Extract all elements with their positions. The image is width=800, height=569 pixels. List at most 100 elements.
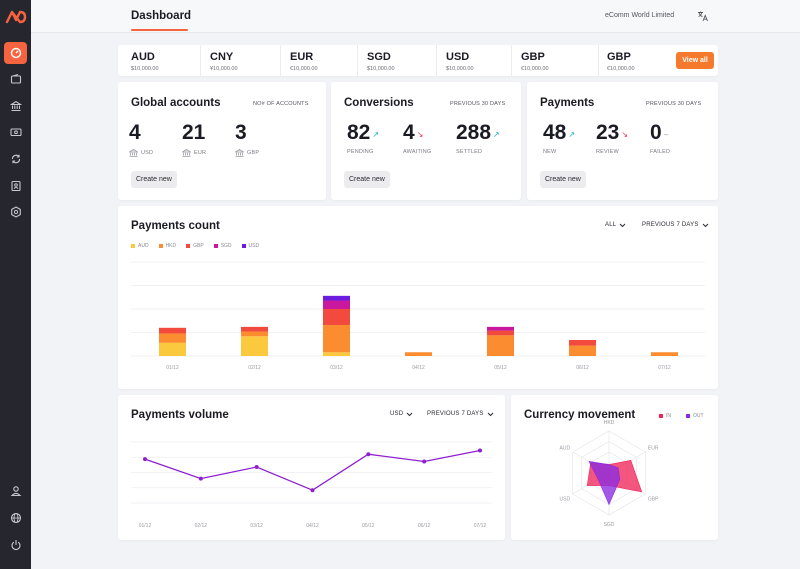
- currency-balance[interactable]: USD $10,000.00: [446, 51, 474, 72]
- currency-balance[interactable]: EUR €10,000.00: [290, 51, 318, 72]
- tab-dashboard[interactable]: Dashboard: [131, 10, 192, 22]
- bar-segment-usd[interactable]: [323, 295, 350, 301]
- type-filter-dropdown[interactable]: ALL: [605, 222, 626, 228]
- view-all-button[interactable]: View all: [676, 52, 714, 69]
- legend-item-aud: AUD: [131, 243, 149, 249]
- bar-segment-gbp[interactable]: [487, 330, 514, 336]
- bank-icon: [235, 149, 244, 157]
- sidebar-item-payments[interactable]: [4, 121, 27, 143]
- translate-icon[interactable]: [697, 10, 709, 22]
- x-tick-label: 06/12: [576, 365, 589, 371]
- legend-swatch: [131, 244, 135, 248]
- settings-icon: [10, 206, 21, 218]
- data-point[interactable]: [198, 476, 203, 481]
- sidebar-item-accounts[interactable]: [4, 95, 27, 117]
- conversion-stat[interactable]: 82 ↗ PENDING: [347, 122, 379, 155]
- sidebar-item-conversions[interactable]: [4, 148, 27, 170]
- data-point[interactable]: [366, 452, 371, 457]
- legend-label: USD: [248, 243, 260, 249]
- currency-balance[interactable]: AUD $10,000.00: [131, 51, 159, 72]
- sidebar-item-dashboard[interactable]: [4, 42, 27, 64]
- currency-amount: $10,000.00: [367, 66, 395, 72]
- sidebar-item-wallet[interactable]: [4, 68, 27, 90]
- bar-segment-gbp[interactable]: [323, 309, 350, 325]
- data-point[interactable]: [310, 488, 315, 493]
- chevron-down-icon: [487, 412, 493, 416]
- account-stat[interactable]: 4 USD: [129, 122, 153, 157]
- stat-label: PENDING: [347, 149, 374, 155]
- payment-stat[interactable]: 23 ↘ REVIEW: [596, 122, 628, 155]
- bar-segment-gbp[interactable]: [241, 326, 268, 332]
- currency-code: USD: [446, 51, 470, 63]
- account-stat[interactable]: 21 EUR: [182, 122, 206, 157]
- stat-value: 4: [403, 121, 415, 144]
- bar-segment-gbp[interactable]: [569, 340, 596, 346]
- bar-segment-hkd[interactable]: [487, 335, 514, 356]
- data-point[interactable]: [254, 465, 259, 470]
- top-bar: Dashboard eComm World Limited: [31, 0, 800, 33]
- currency-balance[interactable]: GBP €10,000.00: [521, 51, 549, 72]
- create-conversion-button[interactable]: Create new: [344, 171, 390, 188]
- currency-balance[interactable]: SGD $10,000.00: [367, 51, 395, 72]
- account-stat[interactable]: 3 GBP: [235, 122, 259, 157]
- period-filter-dropdown[interactable]: PREVIOUS 7 DAYS: [427, 411, 494, 417]
- bar-segment-hkd[interactable]: [159, 333, 186, 343]
- bar-segment-aud[interactable]: [241, 336, 268, 356]
- bar-segment-hkd[interactable]: [405, 352, 432, 356]
- stat-value: 288: [456, 121, 492, 144]
- create-account-button[interactable]: Create new: [131, 171, 177, 188]
- company-name[interactable]: eComm World Limited: [605, 12, 675, 19]
- sidebar-item-contacts[interactable]: [4, 175, 27, 197]
- bar-segment-hkd[interactable]: [323, 324, 350, 353]
- data-point[interactable]: [422, 459, 427, 464]
- legend-swatch: [158, 244, 163, 248]
- trend-down-icon: ↘: [621, 130, 629, 139]
- currency-balances: AUD $10,000.00 CNY ¥10,000.00 EUR €10,000.0…: [118, 45, 718, 76]
- x-tick-label: 03/12: [250, 523, 263, 529]
- bar-segment-aud[interactable]: [159, 342, 186, 356]
- brand-logo[interactable]: [5, 9, 27, 25]
- payment-stat[interactable]: 0– FAILED: [650, 122, 670, 155]
- conversion-stat[interactable]: 288 ↗ SETTLED: [456, 122, 500, 155]
- sidebar-item-language[interactable]: [4, 507, 27, 529]
- currency-code: GBP: [607, 51, 631, 63]
- currency-amount: €10,000.00: [521, 66, 549, 72]
- card-meta: NO# OF ACCOUNTS: [253, 101, 309, 107]
- stat-label: FAILED: [650, 149, 671, 155]
- bar-segment-hkd[interactable]: [569, 345, 596, 356]
- x-tick-label: 04/12: [306, 523, 319, 529]
- bar-segment-hkd[interactable]: [651, 352, 678, 356]
- currency-balance[interactable]: CNY ¥10,000.00: [210, 51, 238, 72]
- bar-segment-aud[interactable]: [323, 352, 350, 356]
- data-point[interactable]: [478, 448, 482, 453]
- x-tick-label: 06/12: [418, 523, 431, 529]
- stat-label: NEW: [543, 149, 557, 155]
- sidebar-item-settings[interactable]: [4, 201, 27, 223]
- bank-icon: [129, 149, 138, 157]
- x-tick-label: 02/12: [195, 523, 208, 529]
- conversion-stat[interactable]: 4 ↘ AWAITING: [403, 122, 431, 155]
- period-filter-dropdown[interactable]: PREVIOUS 7 DAYS: [642, 222, 709, 228]
- stat-value: 48: [543, 121, 567, 144]
- payment-stat[interactable]: 48 ↗ NEW: [543, 122, 575, 155]
- bar-segment-sgd[interactable]: [323, 300, 350, 309]
- payments-count-chart: 01/12 02/12 03/12 04/12 05/12 06/12 07/12: [131, 261, 705, 371]
- payments-card: Payments PREVIOUS 30 DAYS 48 ↗ NEW 23 ↘ RE…: [527, 82, 718, 200]
- sidebar-item-logout[interactable]: [4, 534, 27, 556]
- create-payment-button[interactable]: Create new: [540, 171, 586, 188]
- radar-axis-label: USD: [560, 497, 571, 503]
- data-point[interactable]: [143, 457, 147, 462]
- conversions-card: Conversions PREVIOUS 30 DAYS 82 ↗ PENDING…: [331, 82, 521, 200]
- currency-filter-dropdown[interactable]: USD: [390, 411, 413, 417]
- legend-item-sgd: SGD: [213, 243, 232, 249]
- global-accounts-card: Global accounts NO# OF ACCOUNTS 4 USD 21…: [118, 82, 326, 200]
- divider: [357, 45, 358, 76]
- stat-value: 3: [235, 121, 247, 144]
- sidebar-item-profile[interactable]: [4, 480, 27, 502]
- bar-segment-gbp[interactable]: [159, 327, 186, 334]
- currency-balance[interactable]: GBP €10,000.00: [607, 51, 635, 72]
- stat-value: 82: [347, 121, 371, 144]
- bar-segment-sgd[interactable]: [487, 326, 514, 331]
- legend-label: GBP: [193, 243, 204, 249]
- bar-segment-hkd[interactable]: [241, 331, 268, 337]
